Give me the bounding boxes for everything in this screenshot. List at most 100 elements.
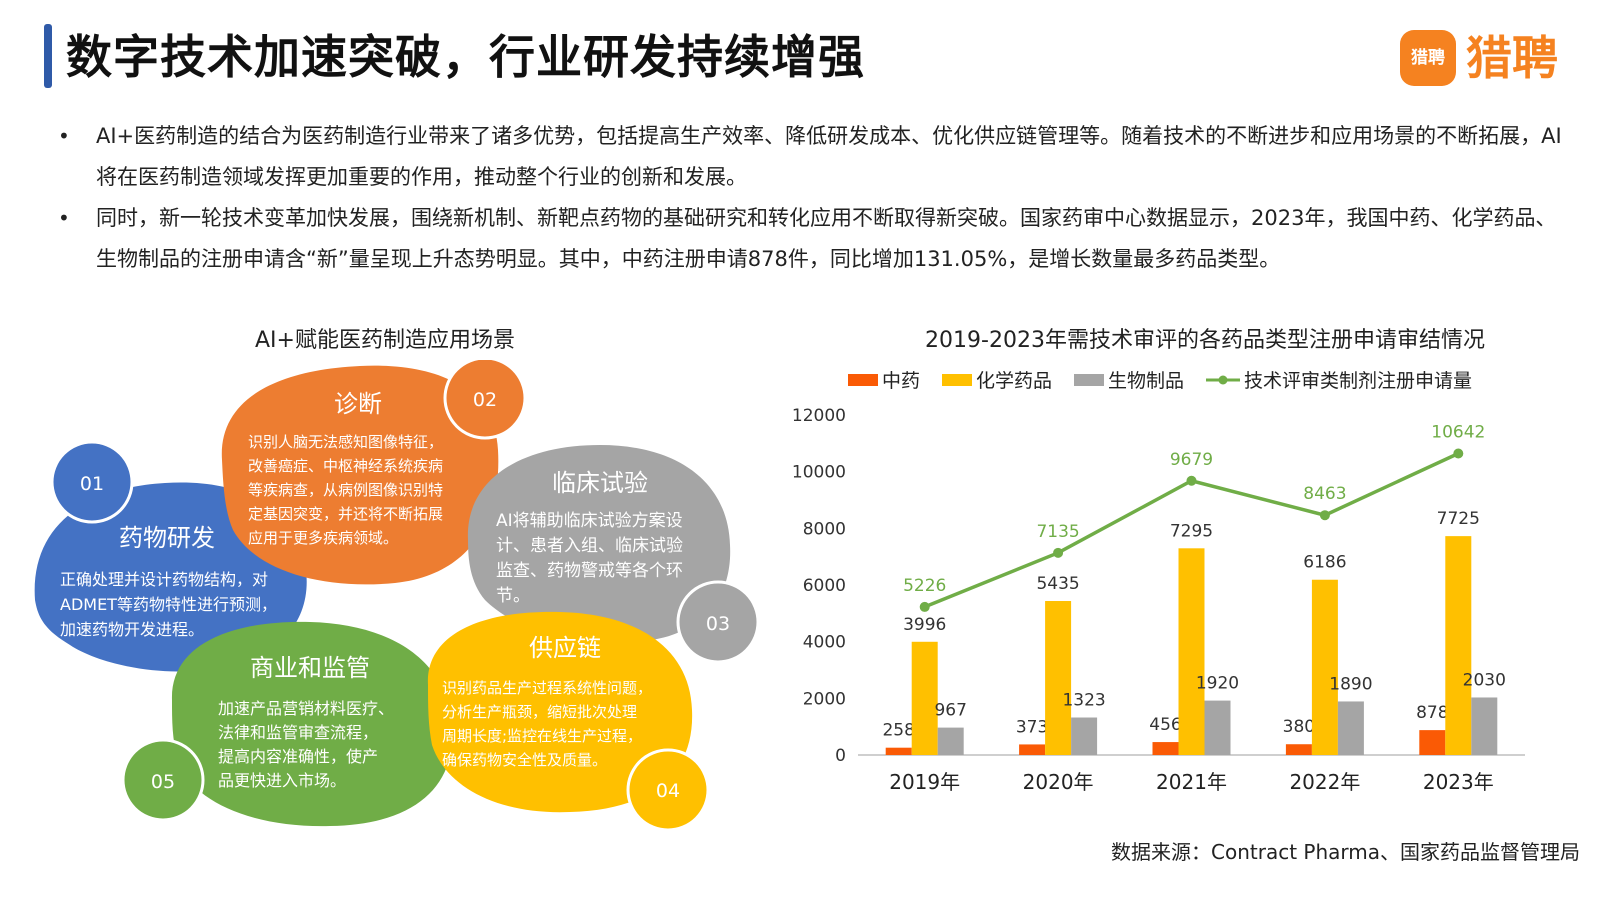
line-point <box>919 601 930 612</box>
bullet-item: 同时，新一轮技术变革加快发展，围绕新机制、新靶点药物的基础研究和转化应用不断取得… <box>56 198 1576 280</box>
line-point <box>1053 547 1064 558</box>
blob-diagnosis <box>221 365 499 585</box>
blob-title: 诊断 <box>334 390 382 418</box>
blob-supply-chain <box>427 611 693 813</box>
title-accent-bar <box>44 24 52 88</box>
badge-number: 05 <box>151 771 175 793</box>
bar <box>1419 730 1446 755</box>
y-tick-label: 12000 <box>792 406 846 426</box>
line-data-label: 8463 <box>1303 484 1346 504</box>
line-data-label: 9679 <box>1170 450 1213 470</box>
registration-applications-chart: 0 2000 4000 6000 8000 10000 12000 2019年 258 3996 9… <box>792 370 1525 794</box>
data-label: 1890 <box>1329 674 1372 694</box>
bar <box>937 727 964 755</box>
line-data-label: 10642 <box>1431 422 1485 442</box>
blob-text-line: 监查、药物警戒等各个环 <box>496 561 683 581</box>
data-label: 456 <box>1149 715 1181 735</box>
blob-text-line: 等疾病查，从病例图像识别特 <box>248 481 443 499</box>
bar <box>885 747 912 755</box>
liepin-logo: 猎聘 猎聘 <box>1400 26 1590 90</box>
blob-text-line: 加速药物开发进程。 <box>60 620 204 639</box>
legend-label: 技术评审类制剂注册申请量 <box>1244 370 1472 392</box>
diagram-title: AI+赋能医药制造应用场景 <box>255 328 515 353</box>
blob-text-line: 确保药物安全性及质量。 <box>442 751 607 769</box>
blob-text-line: 节。 <box>496 586 530 606</box>
blob-text-line: 定基因突变，并还将不断拓展 <box>248 505 443 523</box>
y-tick-label: 4000 <box>803 633 846 653</box>
blob-text-line: 改善癌症、中枢神经系统疾病 <box>248 457 443 475</box>
x-tick-label: 2020年 <box>1023 770 1094 794</box>
bar <box>1285 744 1312 755</box>
blob-text-line: 计、患者入组、临床试验 <box>496 536 683 556</box>
y-tick-label: 6000 <box>803 576 846 596</box>
y-tick-label: 8000 <box>803 519 846 539</box>
data-label: 3996 <box>903 615 946 635</box>
x-tick-label: 2022年 <box>1289 770 1360 794</box>
bar <box>1152 742 1179 755</box>
y-tick-label: 2000 <box>803 689 846 709</box>
badge-02 <box>443 360 527 440</box>
blob-text-line: 分析生产瓶颈，缩短批次处理 <box>442 703 637 721</box>
y-tick-label: 0 <box>835 746 846 766</box>
bar <box>911 641 938 755</box>
data-label: 373 <box>1016 717 1048 737</box>
blob-text-line: 加速产品营销材料医疗、 <box>218 699 394 718</box>
application-scenarios-diagram: 01 02 03 04 05 药物研发 诊断 临床试验 供应链 商业和监管 正确… <box>34 360 760 830</box>
data-label: 1323 <box>1062 691 1105 711</box>
badge-number: 04 <box>656 780 680 802</box>
blob-text-line: 识别人脑无法感知图像特征， <box>248 433 443 451</box>
line-point <box>1186 475 1197 486</box>
blob-text-line: 识别药品生产过程系统性问题， <box>442 679 652 697</box>
bar <box>1445 536 1472 755</box>
data-label: 258 <box>882 721 914 741</box>
data-label: 1920 <box>1196 674 1239 694</box>
blob-text-line: 应用于更多疾病领域。 <box>248 529 398 547</box>
data-label: 7725 <box>1437 509 1480 529</box>
blob-text-line: 正确处理并设计药物结构，对 <box>60 570 268 589</box>
legend-swatch <box>1074 374 1104 386</box>
legend-swatch <box>942 374 972 386</box>
blob-title: 临床试验 <box>552 469 648 497</box>
line-data-label: 7135 <box>1036 522 1079 542</box>
blob-title: 商业和监管 <box>250 654 370 682</box>
blob-title: 供应链 <box>529 634 601 662</box>
badge-number: 02 <box>473 389 497 411</box>
badge-05 <box>121 738 205 822</box>
data-label: 2030 <box>1463 670 1506 690</box>
bar <box>1178 548 1205 755</box>
data-label: 6186 <box>1303 553 1346 573</box>
badge-03 <box>676 580 760 664</box>
data-label: 967 <box>934 701 966 721</box>
bar <box>1019 744 1046 755</box>
badge-04 <box>626 748 710 830</box>
data-label: 7295 <box>1170 521 1213 541</box>
bar <box>1045 601 1072 755</box>
x-tick-label: 2021年 <box>1156 770 1227 794</box>
bar <box>1471 697 1498 755</box>
bar <box>1071 717 1098 755</box>
y-tick-label: 10000 <box>792 463 846 483</box>
blob-text-line: 法律和监管审查流程， <box>218 723 378 742</box>
chart-title: 2019-2023年需技术审评的各药品类型注册申请审结情况 <box>925 328 1485 353</box>
bullet-item: AI+医药制造的结合为医药制造行业带来了诸多优势，包括提高生产效率、降低研发成本… <box>56 116 1576 198</box>
blob-text-line: 提高内容准确性，使产 <box>218 747 378 766</box>
legend-swatch <box>1218 375 1228 385</box>
blob-clinical-trial <box>467 445 731 643</box>
legend-label: 生物制品 <box>1108 370 1184 392</box>
data-source: 数据来源：Contract Pharma、国家药品监督管理局 <box>1111 840 1580 864</box>
blob-text-line: AI将辅助临床试验方案设 <box>496 511 683 531</box>
logo-mark: 猎聘 <box>1400 30 1456 86</box>
bar <box>1337 701 1364 755</box>
logo-text: 猎聘 <box>1466 31 1558 85</box>
legend-label: 中药 <box>882 370 920 392</box>
page-title: 数字技术加速突破，行业研发持续增强 <box>66 30 865 84</box>
x-tick-label: 2019年 <box>889 770 960 794</box>
blob-title: 药物研发 <box>119 524 215 552</box>
legend-swatch <box>848 374 878 386</box>
badge-01 <box>50 440 134 524</box>
x-tick-label: 2023年 <box>1423 770 1494 794</box>
line-point <box>1453 448 1464 459</box>
blob-text-line: ADMET等药物特性进行预测， <box>60 595 277 614</box>
bar <box>1204 700 1231 755</box>
data-label: 878 <box>1416 703 1448 723</box>
